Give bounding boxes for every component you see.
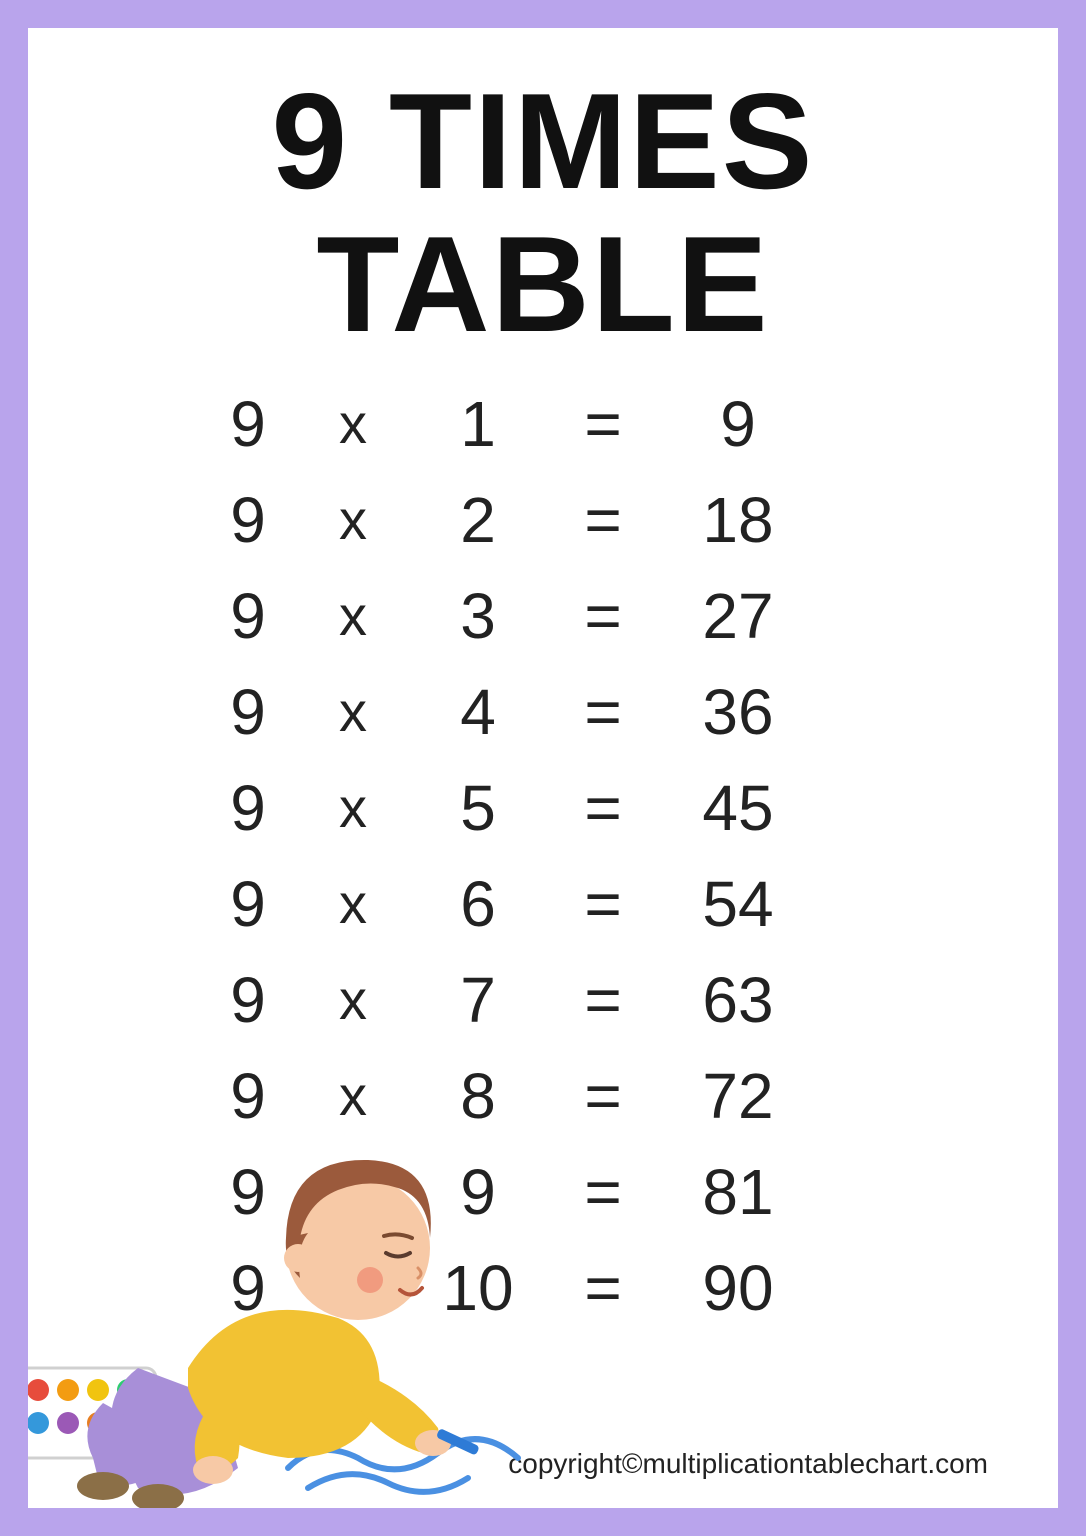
cell-result: 9 (663, 387, 823, 461)
cell-result: 63 (663, 963, 823, 1037)
cell-op: x (293, 775, 413, 840)
table-row: 9 x 3 = 27 (203, 568, 883, 664)
cell-result: 45 (663, 771, 823, 845)
cell-base: 9 (203, 867, 293, 941)
cell-eq: = (543, 963, 663, 1037)
cell-eq: = (543, 387, 663, 461)
poster-card: 9 TIMES TABLE 9 x 1 = 9 9 x 2 = 18 9 x 3… (28, 28, 1058, 1508)
table-row: 9 x 2 = 18 (203, 472, 883, 568)
cell-op: x (293, 487, 413, 552)
cell-mult: 2 (413, 483, 543, 557)
table-row: 9 x 5 = 45 (203, 760, 883, 856)
cell-eq: = (543, 483, 663, 557)
cell-mult: 6 (413, 867, 543, 941)
cell-result: 90 (663, 1251, 823, 1325)
cell-mult: 1 (413, 387, 543, 461)
cell-mult: 4 (413, 675, 543, 749)
cell-eq: = (543, 771, 663, 845)
table-row: 9 x 1 = 9 (203, 376, 883, 472)
cell-op: x (293, 967, 413, 1032)
cell-result: 36 (663, 675, 823, 749)
cell-eq: = (543, 867, 663, 941)
child-drawing-illustration (28, 1088, 568, 1508)
cell-base: 9 (203, 579, 293, 653)
cell-eq: = (543, 579, 663, 653)
cell-result: 72 (663, 1059, 823, 1133)
cell-mult: 5 (413, 771, 543, 845)
cell-base: 9 (203, 963, 293, 1037)
table-row: 9 x 4 = 36 (203, 664, 883, 760)
table-row: 9 x 6 = 54 (203, 856, 883, 952)
copyright-text: copyright©multiplicationtablechart.com (508, 1448, 988, 1480)
cell-op: x (293, 679, 413, 744)
cell-mult: 7 (413, 963, 543, 1037)
cell-result: 54 (663, 867, 823, 941)
cell-op: x (293, 583, 413, 648)
cell-base: 9 (203, 387, 293, 461)
cell-base: 9 (203, 483, 293, 557)
cell-result: 27 (663, 579, 823, 653)
cell-mult: 3 (413, 579, 543, 653)
table-row: 9 x 7 = 63 (203, 952, 883, 1048)
cell-result: 81 (663, 1155, 823, 1229)
cell-eq: = (543, 675, 663, 749)
cell-op: x (293, 871, 413, 936)
cell-op: x (293, 391, 413, 456)
cell-base: 9 (203, 771, 293, 845)
page-title: 9 TIMES TABLE (28, 28, 1058, 356)
cell-base: 9 (203, 675, 293, 749)
cell-result: 18 (663, 483, 823, 557)
